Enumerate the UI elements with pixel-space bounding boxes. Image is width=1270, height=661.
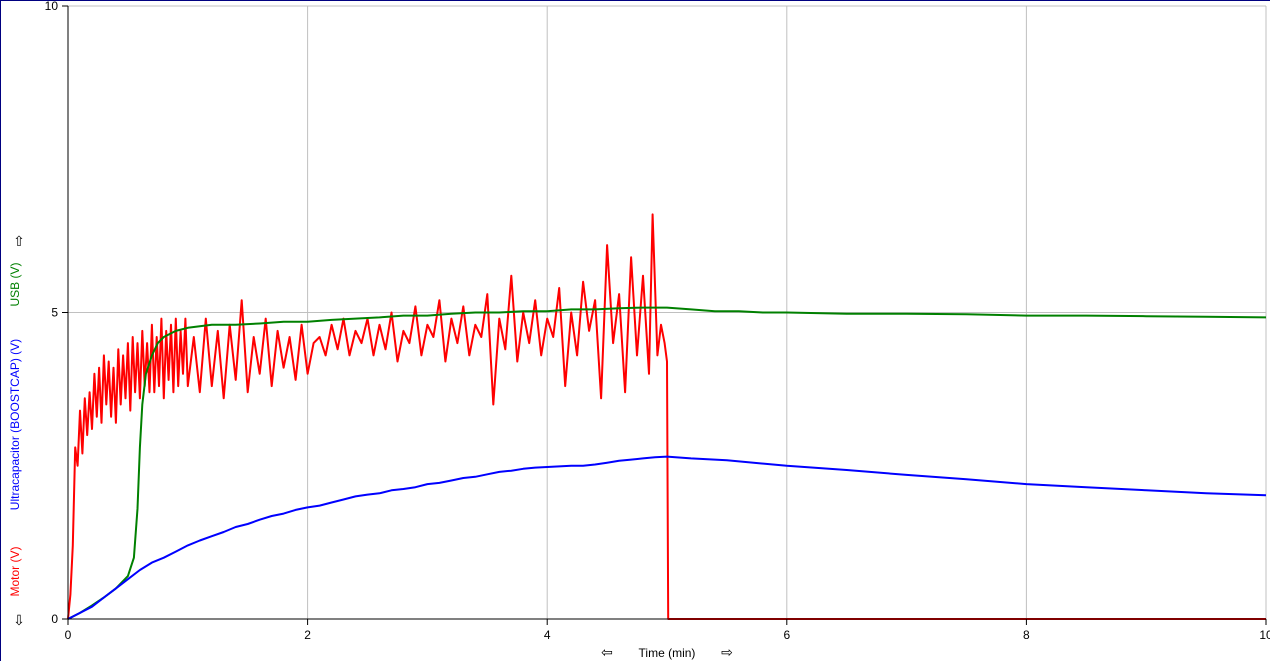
y-axis-label-usb: USB (V) [8, 262, 22, 306]
x-scroll-right-icon[interactable]: ⇨ [721, 644, 733, 660]
x-tick-label: 4 [544, 628, 551, 642]
y-tick-label: 10 [45, 1, 59, 13]
x-tick-label: 8 [1023, 628, 1030, 642]
y-scroll-up-icon[interactable]: ⇧ [13, 233, 25, 249]
y-axis-label-ultracap: Ultracapacitor (BOOSTCAP) (V) [8, 339, 22, 510]
x-tick-label: 0 [65, 628, 72, 642]
x-tick-label: 2 [304, 628, 311, 642]
chart-container: 0 2 4 6 8 10 0 5 10 Time (min) ⇦ ⇨ ⇩ Motor (V) Ultraca… [0, 0, 1270, 661]
y-scroll-down-icon[interactable]: ⇩ [13, 612, 25, 628]
x-scroll-left-icon[interactable]: ⇦ [601, 644, 613, 660]
y-axis-label-motor: Motor (V) [8, 546, 22, 596]
x-tick-label: 10 [1259, 628, 1270, 642]
chart-svg: 0 2 4 6 8 10 0 5 10 Time (min) ⇦ ⇨ ⇩ Motor (V) Ultraca… [1, 1, 1270, 661]
x-tick-label: 6 [783, 628, 790, 642]
y-tick-label: 5 [51, 306, 58, 320]
x-axis-label: Time (min) [639, 646, 696, 660]
y-tick-label: 0 [51, 612, 58, 626]
